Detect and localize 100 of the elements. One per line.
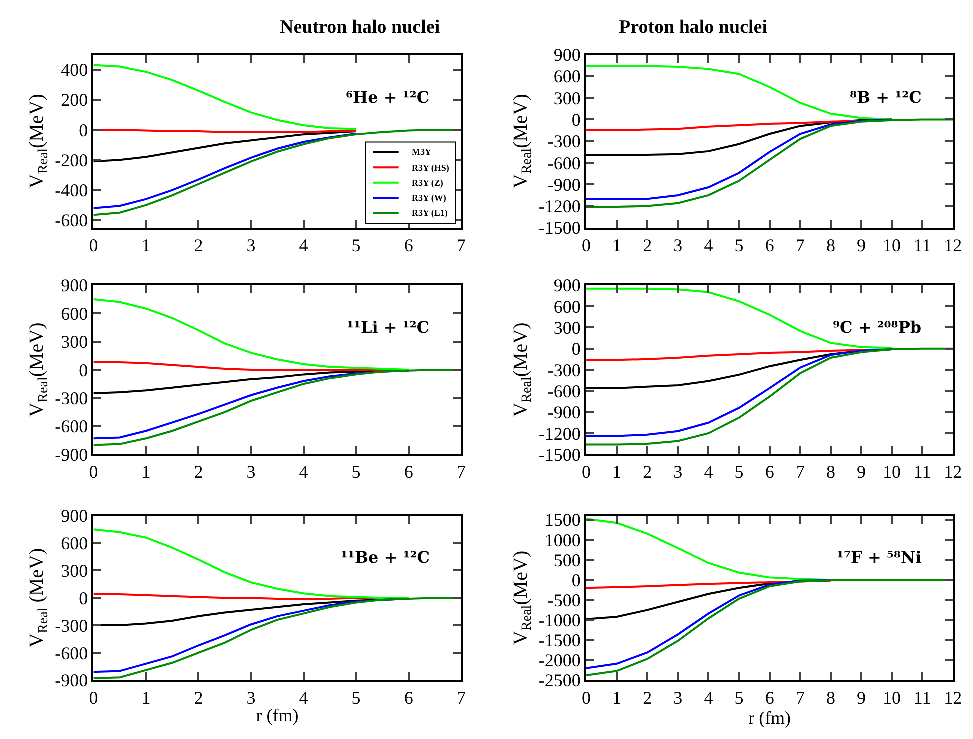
y-tick-label: -1000 — [538, 610, 581, 630]
x-tick-label: 2 — [643, 462, 652, 482]
x-tick-label: 10 — [883, 688, 902, 708]
y-tick-label: -2500 — [538, 670, 581, 691]
x-tick-label: 8 — [826, 688, 836, 708]
annotation: ¹⁷F + ⁵⁸Ni — [837, 548, 922, 567]
y-tick-label: 900 — [554, 45, 581, 66]
y-tick-label: 0 — [572, 110, 581, 130]
x-tick-label: 5 — [352, 462, 361, 482]
y-tick-label: 600 — [554, 296, 581, 317]
x-tick-label: 9 — [857, 688, 866, 708]
y-tick-label: -300 — [55, 388, 88, 408]
x-tick-label: 6 — [404, 688, 414, 708]
y-tick-label: -900 — [548, 174, 581, 195]
line-series — [586, 580, 832, 590]
y-tick-label: -1500 — [538, 630, 581, 651]
y-tick-label: -900 — [55, 444, 88, 465]
y-tick-label: 300 — [554, 88, 581, 108]
x-tick-label: 6 — [765, 462, 774, 482]
y-tick-label: -200 — [55, 150, 88, 170]
x-tick-label: 3 — [674, 462, 683, 482]
x-tick-label: 8 — [826, 236, 836, 256]
x-tick-label: 3 — [246, 462, 256, 482]
x-tick-label: 11 — [914, 688, 932, 708]
y-tick-label: 900 — [61, 506, 88, 526]
x-tick-label: 7 — [456, 236, 466, 256]
y-tick-label: -300 — [548, 132, 581, 152]
x-tick-label: 6 — [404, 236, 414, 256]
x-tick-label: 2 — [194, 462, 204, 482]
y-tick-label: 500 — [554, 550, 581, 570]
annotation: ⁶He + ¹²C — [346, 88, 430, 107]
y-tick-label: 600 — [61, 304, 88, 324]
y-tick-label: -500 — [548, 590, 581, 610]
annotation: ⁹C + ²⁰⁸Pb — [833, 318, 922, 337]
x-tick-label: 11 — [914, 236, 932, 256]
x-tick-label: 7 — [796, 688, 805, 708]
legend-label: M3Y — [412, 147, 432, 157]
annotation: ¹¹Li + ¹²C — [347, 318, 430, 337]
legend-label: R3Y (Z) — [412, 178, 444, 188]
x-tick-label: 7 — [796, 236, 805, 256]
x-tick-label: 3 — [246, 236, 256, 256]
y-tick-label: 300 — [61, 561, 88, 582]
x-tick-label: 4 — [299, 462, 308, 482]
chart-title: Neutron halo nuclei — [280, 17, 440, 38]
legend-label: R3Y (W) — [412, 193, 446, 203]
x-tick-label: 2 — [643, 688, 652, 708]
x-tick-label: 12 — [944, 236, 962, 256]
y-tick-label: 300 — [61, 332, 88, 352]
x-tick-label: 4 — [704, 462, 714, 482]
line-series — [586, 518, 832, 582]
annotation: ⁸B + ¹²C — [850, 88, 922, 107]
x-tick-label: 7 — [796, 462, 805, 482]
annotation: ¹¹Be + ¹²C — [341, 548, 430, 567]
x-tick-label: 9 — [857, 462, 866, 482]
line-series — [586, 65, 894, 121]
y-tick-label: 0 — [79, 120, 88, 140]
y-tick-label: 0 — [572, 339, 581, 360]
y-tick-label: 200 — [61, 90, 88, 110]
x-tick-label: 6 — [404, 462, 414, 482]
x-tick-label: 2 — [194, 688, 204, 708]
y-tick-label: -1500 — [538, 218, 581, 238]
x-tick-label: 4 — [704, 236, 714, 256]
y-tick-label: 900 — [61, 276, 88, 296]
x-tick-label: 4 — [299, 688, 308, 708]
y-tick-label: -600 — [55, 416, 88, 437]
x-tick-label: 7 — [456, 688, 466, 708]
x-tick-label: 1 — [142, 236, 151, 256]
x-tick-label: 3 — [674, 236, 683, 256]
x-tick-label: 1 — [612, 688, 622, 708]
y-tick-label: -600 — [548, 153, 581, 174]
y-tick-label: -900 — [548, 402, 581, 423]
x-tick-label: 5 — [352, 236, 361, 256]
y-tick-label: -300 — [548, 360, 581, 380]
x-tick-label: 4 — [704, 688, 714, 708]
y-tick-label: -600 — [55, 643, 88, 664]
legend-label: R3Y (HS) — [412, 163, 450, 173]
y-tick-label: -1200 — [538, 424, 581, 444]
x-tick-label: 5 — [734, 688, 744, 708]
line-series — [586, 118, 894, 200]
x-tick-label: 2 — [194, 236, 204, 256]
y-tick-label: -1500 — [538, 444, 581, 465]
x-tick-label: 10 — [883, 462, 902, 482]
x-tick-label: 9 — [857, 236, 866, 256]
x-tick-label: 11 — [914, 462, 932, 482]
y-tick-label: 0 — [79, 588, 88, 608]
x-tick-label: 6 — [765, 236, 774, 256]
y-tick-label: 600 — [61, 534, 88, 554]
x-tick-label: 5 — [352, 688, 361, 708]
y-tick-label: -900 — [55, 670, 88, 691]
x-tick-label: 1 — [612, 236, 622, 256]
x-tick-label: 12 — [944, 462, 962, 482]
x-tick-label: 1 — [142, 688, 151, 708]
y-tick-label: -300 — [55, 616, 88, 636]
y-tick-label: 900 — [554, 276, 581, 296]
x-tick-label: 5 — [734, 236, 744, 256]
y-tick-label: 0 — [572, 570, 581, 590]
line-series — [94, 132, 358, 210]
x-tick-label: 5 — [734, 462, 744, 482]
y-tick-label: 1500 — [544, 510, 581, 530]
x-tick-label: 2 — [643, 236, 652, 256]
